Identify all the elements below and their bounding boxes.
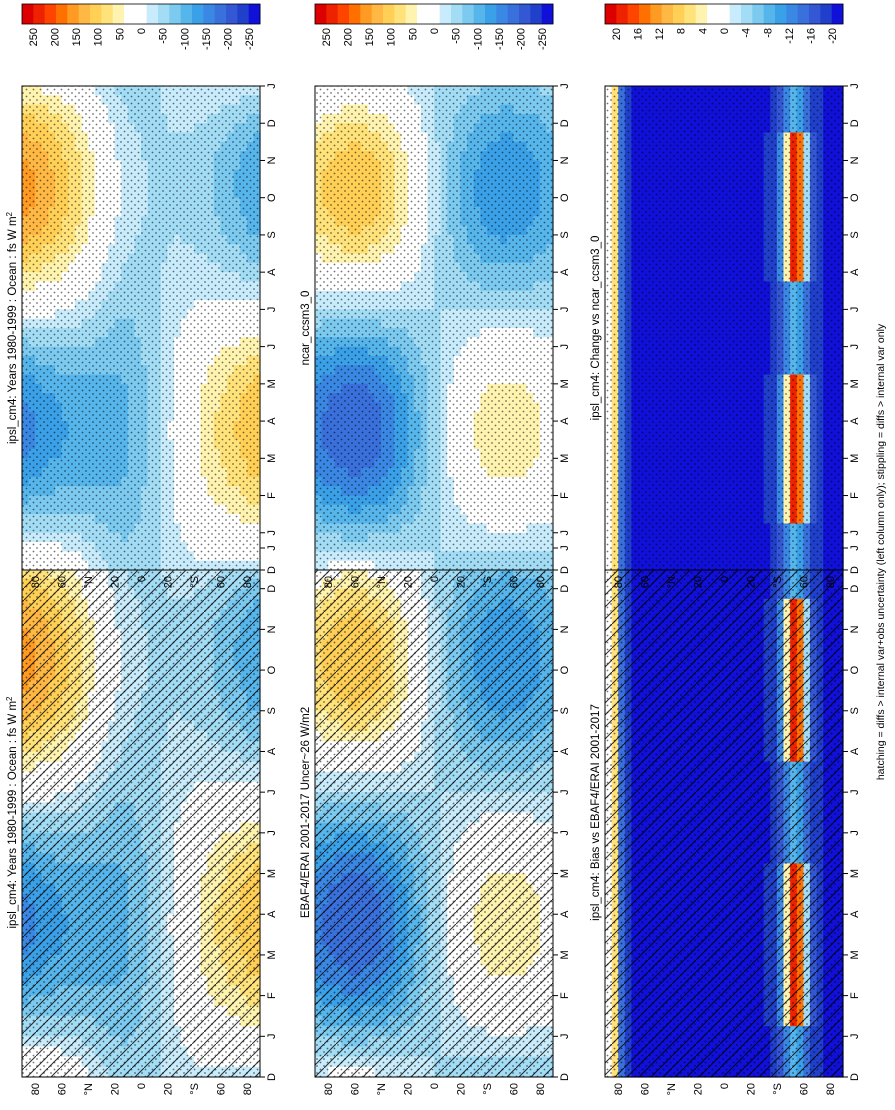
colorbar-tick-label: 50 [114, 28, 126, 40]
lat-label: °N [83, 1083, 95, 1095]
month-label: M [266, 869, 278, 878]
stippling-overlay [22, 86, 260, 570]
colorbar-swatch [226, 4, 238, 24]
colorbar-swatch [215, 4, 227, 24]
lat-label: 80 [30, 1083, 42, 1095]
month-label: J [266, 307, 278, 313]
colorbar-swatch [169, 4, 181, 24]
colorbar-tick-label: -50 [158, 28, 170, 44]
lat-label: 20 [110, 1083, 122, 1095]
month-label: N [266, 156, 278, 164]
colorbar-swatch [135, 4, 147, 24]
month-label: M [266, 950, 278, 959]
hatching-overlay [22, 548, 260, 1077]
colorbar-swatch [22, 4, 34, 24]
colorbar-tick-label: 150 [71, 28, 83, 46]
month-label: J [266, 344, 278, 350]
lat-label: 60 [57, 1083, 69, 1095]
month-label: A [266, 910, 278, 918]
month-label: A [266, 747, 278, 755]
colorbar-swatch [45, 4, 57, 24]
month-label: F [266, 492, 278, 499]
lat-label: 80 [242, 576, 254, 588]
colorbar-swatch [113, 4, 125, 24]
month-label: J [266, 830, 278, 836]
month-label: F [266, 992, 278, 999]
lat-label: 20 [162, 1083, 174, 1095]
month-label: D [266, 119, 278, 127]
month-label: J [266, 530, 278, 536]
lat-label: 80 [30, 576, 42, 588]
lat-label: 0 [136, 1083, 148, 1089]
colorbar-tick-label: 100 [93, 28, 105, 46]
colorbar-tick-label: -200 [223, 28, 235, 50]
lat-label: °S [189, 1083, 201, 1095]
month-label: J [266, 83, 278, 89]
lat-label: °N [83, 576, 95, 588]
lat-label: 60 [215, 576, 227, 588]
month-label: O [266, 665, 278, 674]
title-superscript: 2 [5, 211, 14, 216]
month-label: M [266, 454, 278, 463]
title-superscript: 2 [5, 696, 14, 701]
month-label: M [266, 379, 278, 388]
month-label: D [266, 566, 278, 574]
panel-title: ipsl_cm4: Years 1980-1999 : Ocean : fs W… [5, 696, 20, 929]
colorbar-swatch [147, 4, 159, 24]
lat-label: 20 [110, 576, 122, 588]
lat-label: 60 [215, 1083, 227, 1095]
colorbar: 250 200 150 100 50 0 -50 -100 -150 -200 -250 [22, 4, 261, 50]
lat-label: 0 [136, 576, 148, 582]
lat-label: 60 [57, 576, 69, 588]
lat-label: 20 [162, 576, 174, 588]
colorbar-swatch [237, 4, 249, 24]
month-label: A [266, 417, 278, 425]
colorbar-swatch [101, 4, 113, 24]
colorbar-tick-label: 250 [28, 28, 40, 46]
colorbar-swatch [203, 4, 215, 24]
colorbar-swatch [158, 4, 170, 24]
month-label: D [266, 585, 278, 593]
month-label: A [266, 268, 278, 276]
colorbar-swatch [181, 4, 193, 24]
month-label: D [266, 1073, 278, 1081]
colorbar-swatch [90, 4, 102, 24]
colorbar-swatch [67, 4, 79, 24]
lat-label: °S [189, 576, 201, 588]
month-label: S [266, 707, 278, 714]
colorbar-swatch [79, 4, 91, 24]
colorbar-swatch [33, 4, 45, 24]
colorbar-tick-label: 0 [136, 28, 148, 34]
colorbar-tick-label: -150 [201, 28, 213, 50]
month-label: J [266, 789, 278, 795]
month-label: J [266, 545, 278, 551]
colorbar-tick-label: -100 [179, 28, 191, 50]
colorbar-tick-label: 200 [49, 28, 61, 46]
month-label: O [266, 193, 278, 202]
colorbar-tick-label: -250 [244, 28, 256, 50]
month-label: N [266, 625, 278, 633]
colorbar-swatch [249, 4, 261, 24]
panel-title: ipsl_cm4: Years 1980-1999 : Ocean : fs W… [5, 211, 20, 444]
lat-label: 80 [242, 1083, 254, 1095]
colorbar-swatch [56, 4, 68, 24]
month-label: J [266, 1034, 278, 1040]
month-label: S [266, 231, 278, 238]
colorbar-swatch [124, 4, 136, 24]
colorbar-swatch [192, 4, 204, 24]
